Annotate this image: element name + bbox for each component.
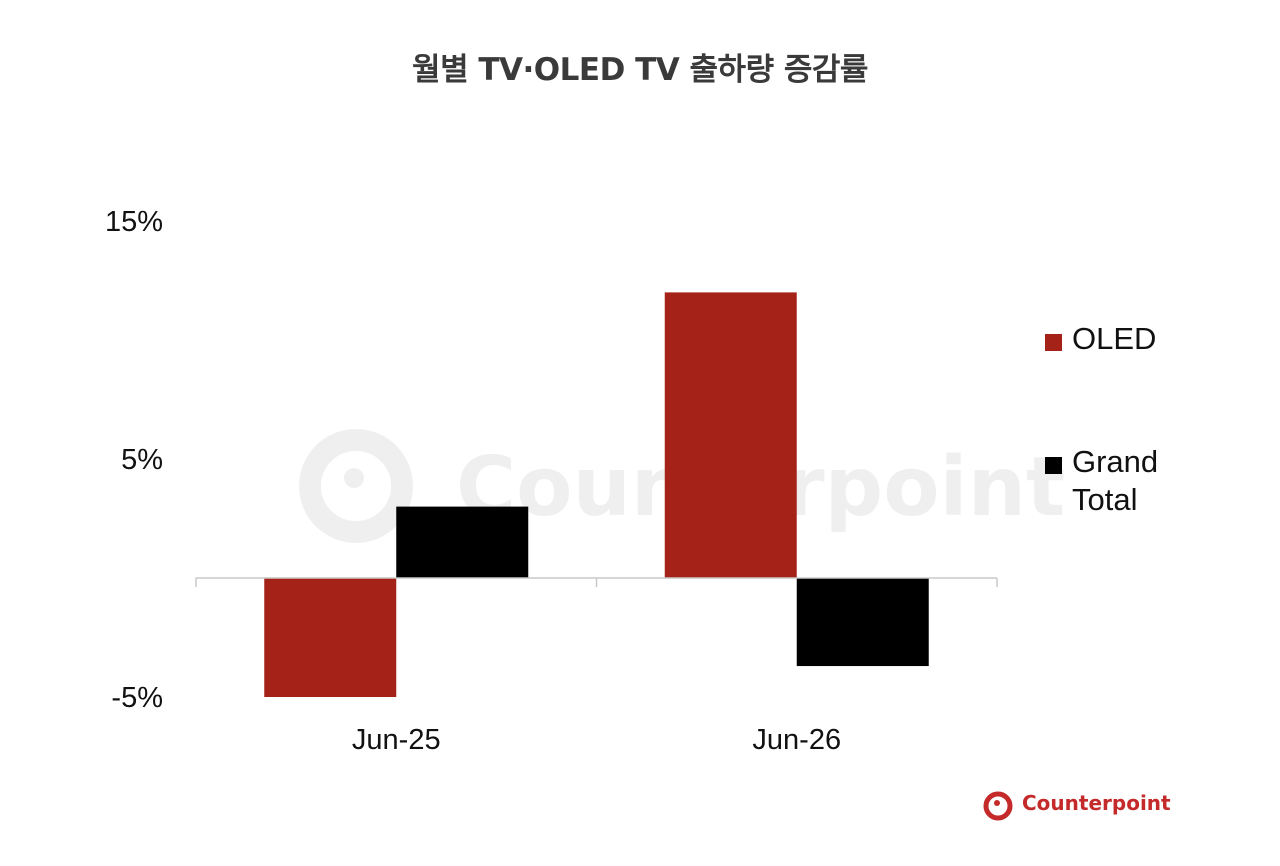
legend-swatch-grand-total <box>1045 457 1062 474</box>
counterpoint-logo-icon <box>983 791 1013 821</box>
y-tick-label: 15% <box>105 206 163 238</box>
legend-label-grand-total: Grand Total <box>1072 444 1159 517</box>
x-tick-label: Jun-26 <box>752 724 841 756</box>
y-tick-label: 5% <box>121 444 163 476</box>
bar-oled-jun-26 <box>664 292 797 578</box>
legend-label-oled: OLED <box>1072 321 1157 356</box>
legend-swatch-oled <box>1045 334 1062 351</box>
x-tick-label: Jun-25 <box>352 724 441 756</box>
bar-grand-total-jun-25 <box>396 506 529 578</box>
bar-grand-total-jun-26 <box>796 578 929 667</box>
y-axis-ticks: 15% 5% -5% <box>105 206 163 714</box>
x-axis-ticks: Jun-25 Jun-26 <box>195 578 998 756</box>
bar-oled-jun-25 <box>264 578 397 697</box>
bars <box>264 292 929 697</box>
chart-title: 월별 TV·OLED TV 출하량 증감률 <box>412 52 868 88</box>
y-tick-label: -5% <box>111 682 163 714</box>
counterpoint-logo-text: Counterpoint <box>1022 791 1171 815</box>
